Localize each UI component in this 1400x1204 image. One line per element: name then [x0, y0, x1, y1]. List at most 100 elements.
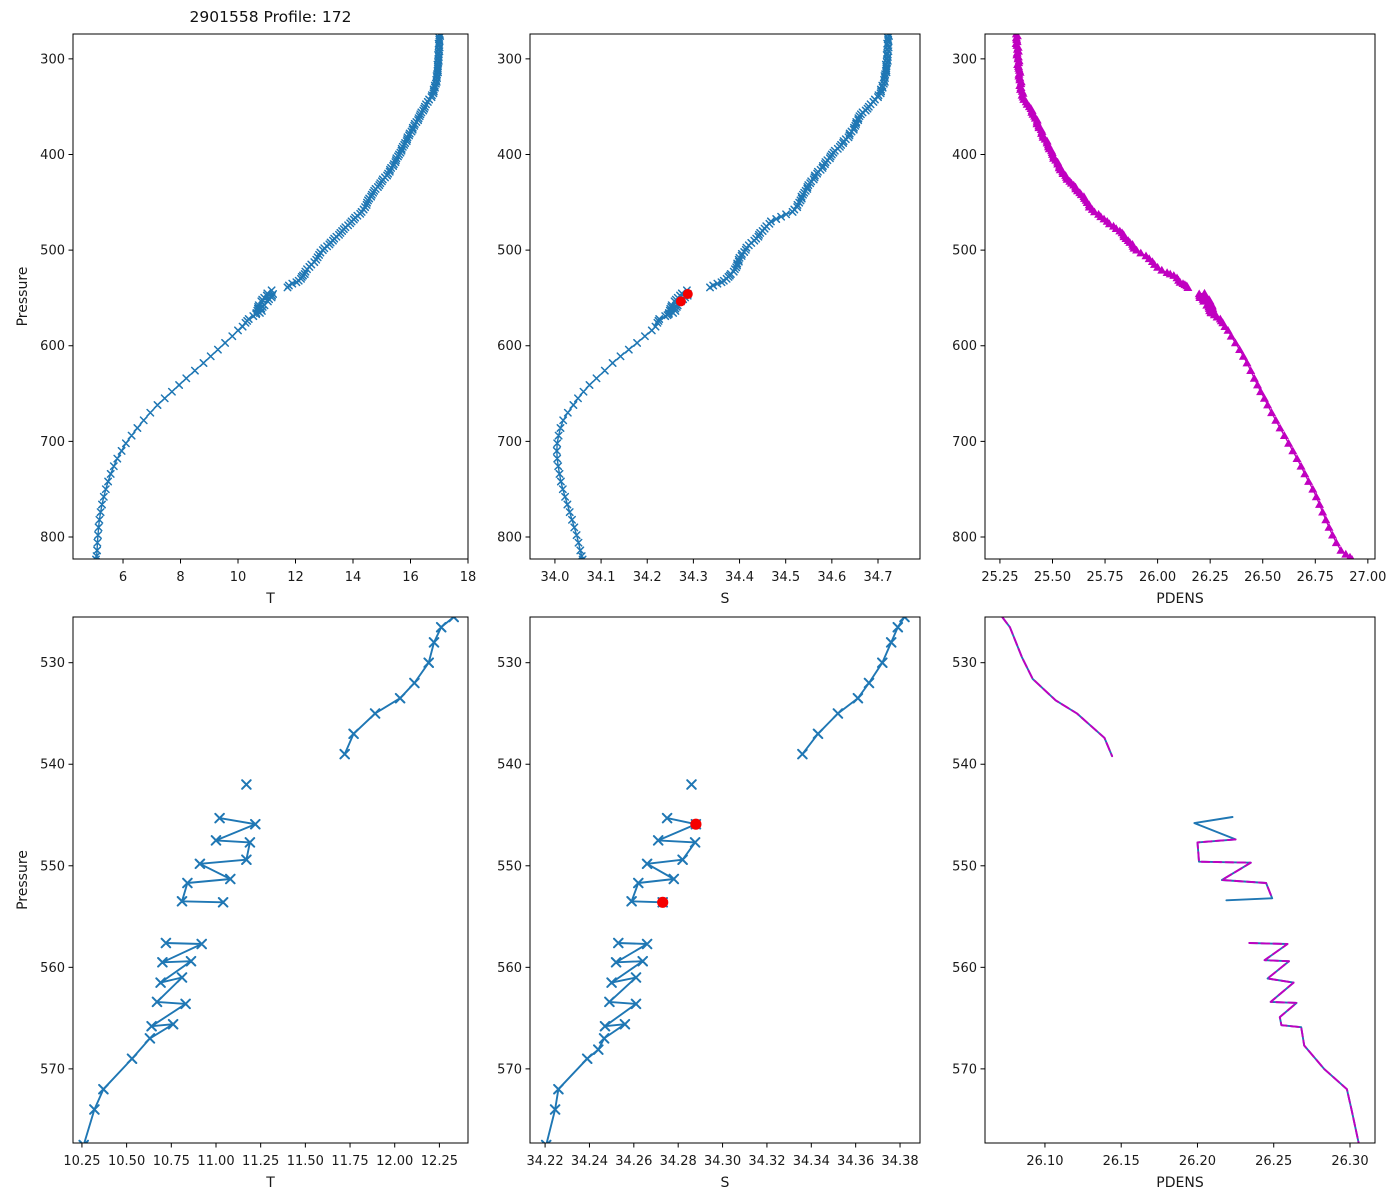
s-profile-xtick-label: 34.0	[540, 570, 569, 585]
flagged-point-marker	[657, 896, 669, 908]
t-profile-ytick-label: 400	[40, 148, 65, 163]
pdens-profile-xtick-label: 26.25	[1192, 570, 1229, 585]
s-zoom-xaxis-label: S	[721, 1175, 730, 1191]
s-profile-xaxis-label: S	[721, 591, 730, 607]
figure-title: 2901558 Profile: 172	[189, 8, 352, 26]
t-zoom-xtick-label: 10.50	[108, 1154, 145, 1169]
t-profile-xtick-label: 8	[176, 570, 184, 585]
s-profile-xtick-label: 34.7	[864, 570, 893, 585]
s-profile-ytick-label: 400	[497, 148, 522, 163]
t-profile-xtick-label: 16	[402, 570, 419, 585]
t-profile-xtick-label: 14	[345, 570, 362, 585]
s-profile-data	[552, 34, 893, 559]
flagged-point-marker	[690, 818, 702, 830]
s-zoom-xtick-label: 34.38	[881, 1154, 918, 1169]
pdens-profile-ytick-label: 400	[952, 148, 977, 163]
t-profile-xaxis-label: T	[265, 591, 275, 607]
pdens-profile-xtick-label: 26.50	[1244, 570, 1281, 585]
t-profile-ytick-label: 500	[40, 244, 65, 259]
pdens-zoom-axes: 26.10 26.15 26.20 26.25 26.30 530 540 550 560 570…	[952, 616, 1376, 1191]
pdens-profile-ytick-label: 300	[952, 52, 977, 67]
s-profile-xtick-label: 34.1	[587, 570, 616, 585]
pdens-profile-ytick-label: 500	[952, 244, 977, 259]
s-profile-ytick-label: 800	[497, 531, 522, 546]
s-profile-xtick-label: 34.6	[817, 570, 846, 585]
s-zoom-xtick-label: 34.24	[571, 1154, 608, 1169]
t-zoom-xtick-label: 12.00	[376, 1154, 413, 1169]
pdens-zoom-ytick-label: 540	[952, 758, 977, 773]
s-profile-xtick-label: 34.5	[771, 570, 800, 585]
s-zoom-xtick-label: 34.22	[526, 1154, 563, 1169]
t-zoom-ytick-label: 530	[40, 656, 65, 671]
s-zoom-ytick-label: 550	[497, 859, 522, 874]
pdens-profile-xtick-label: 25.75	[1086, 570, 1123, 585]
pdens-zoom-ytick-label: 570	[952, 1062, 977, 1077]
subplot-t-profile: 6 8 10 12 14 16 18 300 400 500 600 700 800 T Pressure	[15, 33, 477, 607]
pdens-profile-ytick-label: 600	[952, 339, 977, 354]
pdens-profile-xtick-label: 26.75	[1297, 570, 1334, 585]
pdens-profile-ytick-label: 700	[952, 435, 977, 450]
pdens-zoom-ytick-label: 550	[952, 859, 977, 874]
t-profile-yaxis-label: Pressure	[15, 267, 31, 327]
flagged-point-marker	[675, 296, 686, 307]
pdens-profile-xtick-label: 27.00	[1349, 570, 1386, 585]
pdens-profile-ytick-label: 800	[952, 531, 977, 546]
s-profile-xtick-label: 34.4	[725, 570, 754, 585]
pdens-zoom-xtick-label: 26.10	[1026, 1154, 1063, 1169]
pdens-zoom-xtick-label: 26.30	[1331, 1154, 1368, 1169]
t-profile-axes: 6 8 10 12 14 16 18 300 400 500 600 700 800 T Pressure	[15, 33, 477, 607]
s-profile-xtick-label: 34.2	[633, 570, 662, 585]
t-zoom-ytick-label: 560	[40, 961, 65, 976]
t-zoom-xtick-label: 11.50	[287, 1154, 324, 1169]
pdens-profile-xtick-label: 25.50	[1034, 570, 1071, 585]
t-zoom-xtick-label: 11.75	[331, 1154, 368, 1169]
t-zoom-ytick-label: 570	[40, 1062, 65, 1077]
t-zoom-xtick-label: 10.25	[63, 1154, 100, 1169]
s-profile-ytick-label: 700	[497, 435, 522, 450]
pdens-zoom-xtick-label: 26.15	[1103, 1154, 1140, 1169]
s-zoom-xtick-label: 34.26	[615, 1154, 652, 1169]
subplot-pdens-zoom: 26.10 26.15 26.20 26.25 26.30 530 540 550 560 570…	[952, 616, 1376, 1191]
t-profile-ytick-label: 600	[40, 339, 65, 354]
s-zoom-ytick-label: 530	[497, 656, 522, 671]
pdens-profile-data	[1011, 34, 1355, 559]
s-profile-axes: 34.0 34.1 34.2 34.3 34.4 34.5 34.6 34.7 300 400 50…	[497, 33, 921, 607]
pdens-zoom-data	[1001, 617, 1360, 1143]
s-zoom-ytick-label: 570	[497, 1062, 522, 1077]
subplot-s-zoom: 34.22 34.24 34.26 34.28 34.30 34.32 34.34 34.36…	[497, 616, 921, 1191]
t-zoom-ytick-label: 550	[40, 859, 65, 874]
s-zoom-xtick-label: 34.36	[837, 1154, 874, 1169]
t-profile-ytick-label: 700	[40, 435, 65, 450]
t-zoom-yaxis-label: Pressure	[15, 850, 31, 910]
t-profile-ytick-label: 800	[40, 531, 65, 546]
s-profile-ytick-label: 300	[497, 52, 522, 67]
pdens-zoom-xaxis-label: PDENS	[1156, 1175, 1204, 1191]
s-profile-ytick-label: 500	[497, 244, 522, 259]
s-profile-xtick-label: 34.3	[679, 570, 708, 585]
pdens-profile-xtick-label: 25.25	[981, 570, 1018, 585]
t-profile-xtick-label: 18	[460, 570, 477, 585]
s-zoom-data	[540, 617, 910, 1143]
t-profile-xtick-label: 6	[119, 570, 127, 585]
pdens-zoom-ytick-label: 560	[952, 961, 977, 976]
pdens-profile-xtick-label: 26.00	[1139, 570, 1176, 585]
t-zoom-xaxis-label: T	[265, 1175, 275, 1191]
s-profile-ytick-label: 600	[497, 339, 522, 354]
s-zoom-ytick-label: 540	[497, 758, 522, 773]
s-zoom-xtick-label: 34.28	[660, 1154, 697, 1169]
t-zoom-xtick-label: 10.75	[153, 1154, 190, 1169]
pdens-profile-xaxis-label: PDENS	[1156, 591, 1204, 607]
t-zoom-ytick-label: 540	[40, 758, 65, 773]
s-zoom-axes: 34.22 34.24 34.26 34.28 34.30 34.32 34.34 34.36…	[497, 616, 921, 1191]
subplot-s-profile: 34.0 34.1 34.2 34.3 34.4 34.5 34.6 34.7 300 400 50…	[497, 33, 921, 607]
subplot-t-zoom: 10.25 10.50 10.75 11.00 11.25 11.50 11.75 12.00…	[15, 616, 469, 1191]
t-zoom-xtick-label: 12.25	[421, 1154, 458, 1169]
t-zoom-xtick-label: 11.25	[242, 1154, 279, 1169]
t-profile-xtick-label: 10	[230, 570, 247, 585]
pdens-zoom-ytick-label: 530	[952, 656, 977, 671]
flagged-point-marker	[682, 289, 693, 299]
s-zoom-xtick-label: 34.32	[748, 1154, 785, 1169]
t-profile-ytick-label: 300	[40, 52, 65, 67]
